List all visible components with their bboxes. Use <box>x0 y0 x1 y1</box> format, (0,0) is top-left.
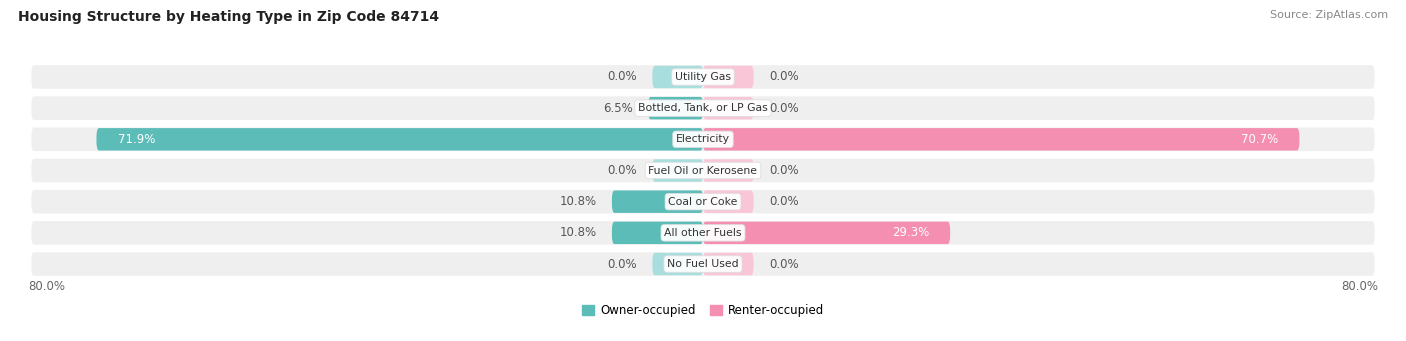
FancyBboxPatch shape <box>652 159 703 182</box>
Text: 80.0%: 80.0% <box>1341 280 1378 293</box>
FancyBboxPatch shape <box>31 127 1375 152</box>
Text: 70.7%: 70.7% <box>1241 133 1278 146</box>
Text: 10.8%: 10.8% <box>560 226 596 239</box>
FancyBboxPatch shape <box>652 253 703 275</box>
Text: 0.0%: 0.0% <box>769 164 799 177</box>
Text: Fuel Oil or Kerosene: Fuel Oil or Kerosene <box>648 165 758 176</box>
Text: 29.3%: 29.3% <box>891 226 929 239</box>
Text: 0.0%: 0.0% <box>769 71 799 84</box>
FancyBboxPatch shape <box>703 97 754 119</box>
Text: Housing Structure by Heating Type in Zip Code 84714: Housing Structure by Heating Type in Zip… <box>18 10 440 24</box>
FancyBboxPatch shape <box>612 222 703 244</box>
Text: 0.0%: 0.0% <box>607 164 637 177</box>
FancyBboxPatch shape <box>31 220 1375 245</box>
Text: No Fuel Used: No Fuel Used <box>668 259 738 269</box>
FancyBboxPatch shape <box>703 191 754 213</box>
Text: 0.0%: 0.0% <box>769 102 799 115</box>
Legend: Owner-occupied, Renter-occupied: Owner-occupied, Renter-occupied <box>578 299 828 322</box>
FancyBboxPatch shape <box>31 158 1375 183</box>
Text: 0.0%: 0.0% <box>607 71 637 84</box>
FancyBboxPatch shape <box>97 128 703 150</box>
Text: 80.0%: 80.0% <box>28 280 65 293</box>
FancyBboxPatch shape <box>703 222 950 244</box>
Text: All other Fuels: All other Fuels <box>664 228 742 238</box>
FancyBboxPatch shape <box>648 97 703 119</box>
Text: 0.0%: 0.0% <box>607 257 637 270</box>
Text: Coal or Coke: Coal or Coke <box>668 197 738 207</box>
Text: Electricity: Electricity <box>676 134 730 144</box>
FancyBboxPatch shape <box>652 66 703 88</box>
Text: Bottled, Tank, or LP Gas: Bottled, Tank, or LP Gas <box>638 103 768 113</box>
Text: 10.8%: 10.8% <box>560 195 596 208</box>
Text: 0.0%: 0.0% <box>769 195 799 208</box>
FancyBboxPatch shape <box>612 191 703 213</box>
Text: Utility Gas: Utility Gas <box>675 72 731 82</box>
Text: 71.9%: 71.9% <box>118 133 155 146</box>
FancyBboxPatch shape <box>31 189 1375 214</box>
Text: 0.0%: 0.0% <box>769 257 799 270</box>
FancyBboxPatch shape <box>31 96 1375 121</box>
FancyBboxPatch shape <box>703 128 1299 150</box>
FancyBboxPatch shape <box>703 66 754 88</box>
Text: Source: ZipAtlas.com: Source: ZipAtlas.com <box>1270 10 1388 20</box>
FancyBboxPatch shape <box>703 159 754 182</box>
FancyBboxPatch shape <box>31 64 1375 89</box>
Text: 6.5%: 6.5% <box>603 102 633 115</box>
FancyBboxPatch shape <box>703 253 754 275</box>
FancyBboxPatch shape <box>31 252 1375 277</box>
